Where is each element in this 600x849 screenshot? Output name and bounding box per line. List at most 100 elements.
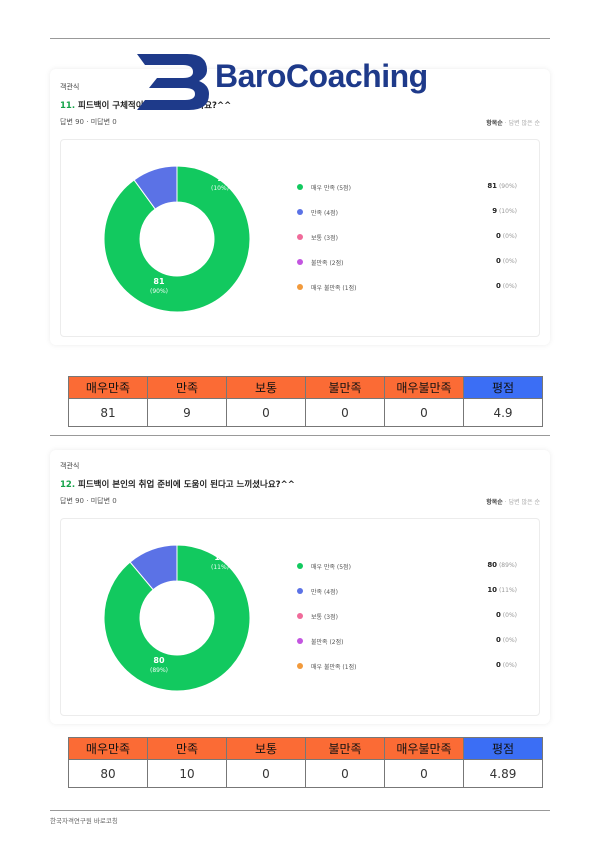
legend-label: 만족 (4점) [311, 589, 338, 596]
legend-count: 0 [496, 232, 501, 240]
legend-percent: (89%) [497, 562, 517, 569]
value-dissatisfied: 0 [305, 759, 385, 788]
legend-item: 불만족 (2점) 0 (0%) [297, 257, 517, 282]
legend-value: 0 (0%) [496, 257, 517, 265]
response-stats: 답변 90 · 미답변 0 [60, 118, 117, 126]
sort-options: 항목순 · 답변 많은 순 [486, 499, 540, 506]
logo-text: BaroCoaching [215, 58, 428, 94]
legend-value: 0 (0%) [496, 232, 517, 240]
slice-percent-label: (90%) [150, 288, 168, 295]
legend-label: 만족 (4점) [311, 210, 338, 217]
slice-value-label: 81 [153, 277, 165, 286]
legend-swatch [297, 563, 303, 569]
legend-item: 만족 (4점) 9 (10%) [297, 207, 517, 232]
legend-item: 매우 만족 (5점) 80 (89%) [297, 561, 517, 586]
value-average-score: 4.9 [463, 398, 543, 427]
legend-label: 보통 (3점) [311, 614, 338, 621]
legend-count: 10 [487, 586, 498, 594]
value-very-satisfied: 80 [68, 759, 148, 788]
header-dissatisfied: 불만족 [305, 737, 385, 760]
question-number: 11. [60, 101, 76, 111]
legend-value: 0 (0%) [496, 282, 517, 290]
legend-swatch [297, 663, 303, 669]
slice-value-label: 80 [153, 656, 165, 665]
score-table-header-row: 매우만족 만족 보통 불만족 매우불만족 평점 [68, 737, 543, 760]
donut-slice [103, 544, 251, 692]
legend-label: 매우 만족 (5점) [311, 564, 351, 571]
legend-swatch [297, 613, 303, 619]
bottom-rule [50, 810, 550, 811]
legend-percent: (0%) [500, 612, 517, 619]
header-satisfied: 만족 [147, 737, 227, 760]
barocoaching-logo: BaroCoaching [135, 50, 465, 112]
question-number: 12. [60, 480, 76, 490]
chart-panel: 10 (11%) 80 (89%) 매우 만족 (5점) 80 (89%) 만족 (4점)… [60, 518, 540, 716]
header-average-score: 평점 [463, 737, 543, 760]
legend-value: 80 (89%) [487, 561, 517, 569]
header-neutral: 보통 [226, 376, 306, 399]
footer-text: 한국자격연구원 바로코칭 [50, 817, 118, 825]
legend-value: 0 (0%) [496, 636, 517, 644]
middle-rule [50, 435, 550, 436]
legend-value: 10 (11%) [487, 586, 517, 594]
legend-percent: (10%) [497, 208, 517, 215]
legend-item: 불만족 (2점) 0 (0%) [297, 636, 517, 661]
value-average-score: 4.89 [463, 759, 543, 788]
sort-by-item-option[interactable]: 항목순 [486, 499, 503, 506]
legend-item: 매우 불만족 (1점) 0 (0%) [297, 661, 517, 686]
header-very-dissatisfied: 매우불만족 [384, 737, 464, 760]
sort-by-count-option[interactable]: 답변 많은 순 [508, 499, 540, 506]
header-dissatisfied: 불만족 [305, 376, 385, 399]
survey-card-12: 객관식 12. 피드백이 본인의 취업 준비에 도움이 된다고 느끼셨나요?^^… [50, 450, 550, 724]
legend-label: 매우 만족 (5점) [311, 185, 351, 192]
top-rule [50, 38, 550, 39]
value-dissatisfied: 0 [305, 398, 385, 427]
slice-percent-label: (10%) [211, 185, 229, 192]
score-table-11: 매우만족 만족 보통 불만족 매우불만족 평점 81 9 0 0 0 4.9 [68, 376, 543, 427]
legend-swatch [297, 209, 303, 215]
legend-swatch [297, 638, 303, 644]
legend-item: 보통 (3점) 0 (0%) [297, 232, 517, 257]
donut-slice [103, 165, 251, 313]
header-satisfied: 만족 [147, 376, 227, 399]
score-table-value-row: 80 10 0 0 0 4.89 [68, 759, 543, 788]
legend-swatch [297, 588, 303, 594]
value-very-satisfied: 81 [68, 398, 148, 427]
value-very-dissatisfied: 0 [384, 398, 464, 427]
legend-label: 불만족 (2점) [311, 639, 344, 646]
legend-label: 불만족 (2점) [311, 260, 344, 267]
donut-chart: 9 (10%) 81 (90%) [103, 165, 251, 313]
response-stats: 답변 90 · 미답변 0 [60, 497, 117, 505]
legend-percent: (0%) [500, 637, 517, 644]
legend-count: 0 [496, 257, 501, 265]
header-very-dissatisfied: 매우불만족 [384, 376, 464, 399]
legend-item: 매우 불만족 (1점) 0 (0%) [297, 282, 517, 307]
slice-value-label: 10 [214, 553, 226, 562]
value-neutral: 0 [226, 398, 306, 427]
legend-swatch [297, 184, 303, 190]
sort-by-item-option[interactable]: 항목순 [486, 120, 503, 127]
survey-card-11: 객관식 11. 피드백이 구체적이고 도움이 되었나요?^^ 답변 90 · 미… [50, 69, 550, 345]
chart-legend: 매우 만족 (5점) 80 (89%) 만족 (4점) 10 (11%) 보통 (3점)… [297, 561, 517, 686]
question-type-label: 객관식 [60, 462, 80, 470]
chart-panel: 9 (10%) 81 (90%) 매우 만족 (5점) 81 (90%) 만족 (4점) 9… [60, 139, 540, 337]
score-table-12: 매우만족 만족 보통 불만족 매우불만족 평점 80 10 0 0 0 4.89 [68, 737, 543, 788]
legend-percent: (0%) [500, 283, 517, 290]
header-very-satisfied: 매우만족 [68, 737, 148, 760]
question-text: 피드백이 본인의 취업 준비에 도움이 된다고 느끼셨나요?^^ [75, 480, 295, 490]
legend-count: 0 [496, 661, 501, 669]
value-neutral: 0 [226, 759, 306, 788]
sort-by-count-option[interactable]: 답변 많은 순 [508, 120, 540, 127]
legend-swatch [297, 284, 303, 290]
legend-item: 보통 (3점) 0 (0%) [297, 611, 517, 636]
legend-count: 9 [492, 207, 498, 215]
question-type-label: 객관식 [60, 83, 80, 91]
legend-swatch [297, 234, 303, 240]
legend-percent: (0%) [500, 662, 517, 669]
legend-value: 81 (90%) [487, 182, 517, 190]
legend-percent: (90%) [497, 183, 517, 190]
value-satisfied: 10 [147, 759, 227, 788]
slice-value-label: 9 [217, 174, 223, 183]
legend-count: 0 [496, 636, 501, 644]
legend-swatch [297, 259, 303, 265]
